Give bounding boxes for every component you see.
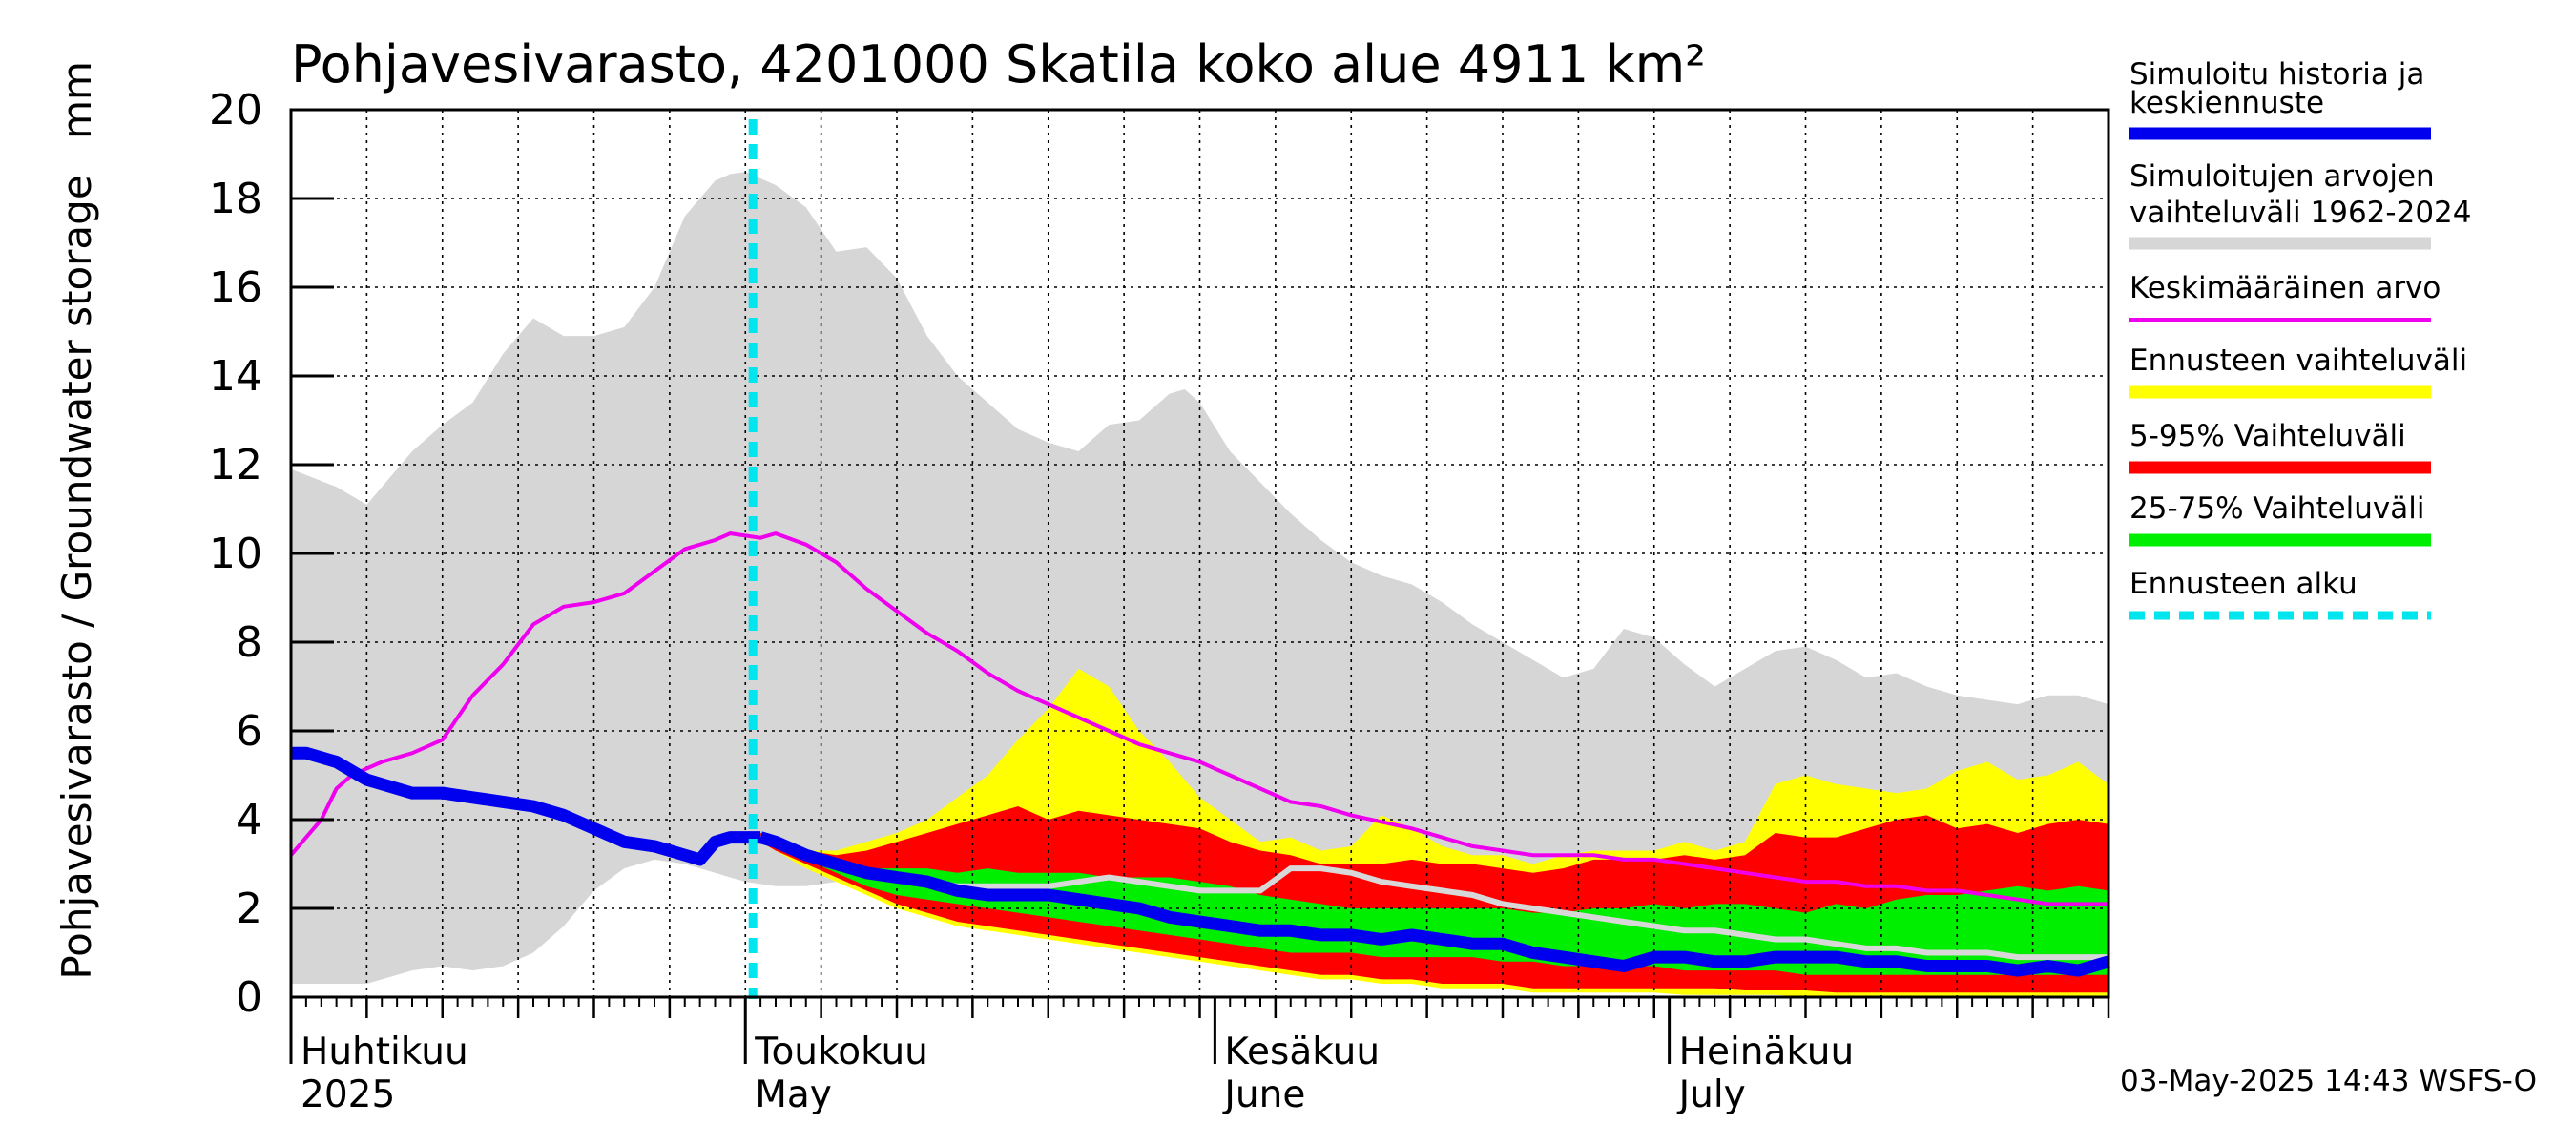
y-tick-label: 18 <box>209 175 262 223</box>
month-label: Kesäkuu <box>1224 1030 1380 1073</box>
y-tick-label: 10 <box>209 530 262 578</box>
month-label: Toukokuu <box>754 1030 928 1073</box>
y-tick-label: 20 <box>209 86 262 135</box>
month-sublabel: July <box>1676 1073 1746 1116</box>
legend-label-line2: vaihteluväli 1962-2024 <box>2129 196 2471 230</box>
axes <box>289 108 2110 1064</box>
month-label: Huhtikuu <box>301 1030 468 1073</box>
month-sublabel: June <box>1221 1073 1305 1116</box>
legend-label: 25-75% Vaihteluväli <box>2129 491 2425 526</box>
legend-label: 5-95% Vaihteluväli <box>2129 419 2406 453</box>
grid <box>291 110 2109 997</box>
y-tick-label: 6 <box>236 707 262 756</box>
legend-label: Ennusteen vaihteluväli <box>2129 344 2467 378</box>
y-tick-label: 14 <box>209 352 262 401</box>
legend-label: Keskimääräinen arvo <box>2129 271 2441 305</box>
mean-line <box>289 531 2109 906</box>
legend-label: Simuloitujen arvojen <box>2129 159 2435 194</box>
chart-title: Pohjavesivarasto, 4201000 Skatila koko a… <box>291 34 1706 94</box>
history-line <box>291 746 761 866</box>
month-label: Heinäkuu <box>1679 1030 1855 1073</box>
y-tick-label: 0 <box>236 973 262 1022</box>
plot-lines <box>289 119 2110 999</box>
y-tick-label: 16 <box>209 263 262 312</box>
month-sublabel: 2025 <box>301 1073 395 1116</box>
median-gray-line <box>759 834 2109 961</box>
legend-label-line2: keskiennuste <box>2129 86 2324 120</box>
month-sublabel: May <box>755 1073 832 1116</box>
y-tick-label: 12 <box>209 441 262 489</box>
y-axis-label: Pohjavesivarasto / Groundwater storage <box>53 175 100 979</box>
legend-label: Ennusteen alku <box>2129 567 2358 601</box>
y-tick-label: 4 <box>236 796 262 844</box>
y-tick-label: 8 <box>236 618 262 667</box>
y-tick-label: 2 <box>236 885 262 933</box>
forecast-median-line <box>758 831 2110 977</box>
timestamp: 03-May-2025 14:43 WSFS-O <box>2120 1064 2537 1098</box>
legend-label: Simuloitu historia ja <box>2129 57 2424 92</box>
y-unit-label: mm <box>53 61 100 139</box>
